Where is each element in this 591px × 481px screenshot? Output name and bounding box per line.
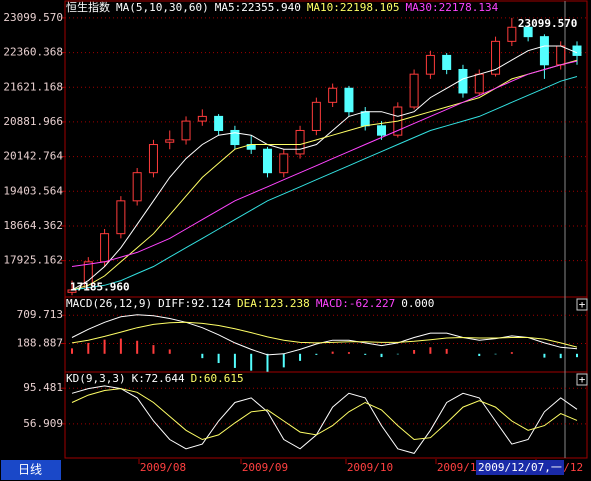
expand-button[interactable]: [576, 373, 588, 386]
candle-body: [377, 125, 387, 136]
x-label: 2009/08: [140, 461, 186, 474]
y-tick-label: 23099.570: [3, 11, 63, 24]
series-line: [71, 314, 578, 356]
y-tick-label: 20881.966: [3, 115, 63, 128]
y-tick-label: 20142.764: [3, 150, 63, 163]
candle-body: [311, 101, 321, 131]
y-tick-label: 19403.564: [3, 184, 63, 197]
legend-entry: MA10:22198.105: [307, 1, 400, 14]
candle-body: [181, 120, 191, 141]
candle-body: [197, 115, 207, 122]
cursor-date-box: [476, 460, 564, 475]
y-tick-label: 22360.368: [3, 46, 63, 59]
candle-body: [409, 73, 419, 108]
panel-title: KD(9,3,3): [66, 372, 126, 385]
candle-body: [491, 40, 501, 75]
period-button[interactable]: [1, 460, 61, 480]
candle-body: [328, 87, 338, 103]
legend-entry: DIFF:92.124: [158, 297, 231, 310]
candle-body: [344, 87, 354, 113]
candle-body: [148, 144, 158, 174]
max-label: 23099.570: [518, 17, 578, 30]
legend-entry: D:60.615: [191, 372, 244, 385]
legend-entry: MACD:-62.227: [316, 297, 395, 310]
candle-body: [507, 26, 517, 42]
panel-extra: 0.000: [401, 297, 434, 310]
candle-body: [556, 45, 566, 66]
expand-icon: +: [579, 298, 586, 311]
candle-body: [360, 111, 370, 127]
candle-body: [214, 115, 224, 131]
min-label: 17185.960: [70, 280, 130, 293]
candle-body: [442, 54, 452, 70]
legend-entry: DEA:123.238: [237, 297, 310, 310]
y-tick-label: 56.909: [23, 417, 63, 430]
legend-title: MA(5,10,30,60): [116, 1, 209, 14]
candle-body: [116, 200, 126, 235]
candle-body: [295, 129, 305, 155]
y-tick-label: 18664.362: [3, 219, 63, 232]
y-tick-label: 17925.162: [3, 254, 63, 267]
candle-body: [474, 73, 484, 94]
x-label: 2009/11: [437, 461, 483, 474]
candle-body: [279, 153, 289, 174]
kd-panel: [64, 371, 588, 459]
candle-body: [458, 68, 468, 94]
series-line: [71, 385, 578, 454]
y-tick-label: 709.713: [17, 308, 63, 321]
y-tick-label: 188.887: [17, 337, 63, 350]
legend-entry: K:72.644: [132, 372, 185, 385]
y-tick-label: 21621.168: [3, 80, 63, 93]
footer: [0, 459, 591, 481]
y-tick-label: 95.481: [23, 381, 63, 394]
candle-body: [539, 36, 549, 66]
series-line: [71, 76, 578, 291]
candle-body: [100, 233, 110, 263]
candle-body: [132, 172, 142, 202]
candle-body: [523, 26, 533, 38]
legend-entry: MA5:22355.940: [215, 1, 301, 14]
candle-body: [165, 139, 175, 143]
panel-title: 恒生指数: [66, 0, 110, 14]
cursor-date: 2009/12/07,一: [478, 461, 562, 474]
series-line: [71, 388, 578, 441]
candle-body: [572, 45, 582, 56]
series-line: [71, 321, 578, 348]
candle-body: [262, 148, 272, 174]
period-label: 日线: [18, 463, 42, 477]
x-label: 2009/09: [242, 461, 288, 474]
candle-body: [425, 54, 435, 75]
expand-button[interactable]: [576, 298, 588, 311]
candle-body: [230, 129, 240, 146]
x-label: 2009/10: [347, 461, 393, 474]
panel-title: MACD(26,12,9): [66, 297, 152, 310]
series-line: [71, 60, 578, 267]
expand-icon: +: [579, 373, 586, 386]
legend-entry: MA30:22178.134: [406, 1, 499, 14]
